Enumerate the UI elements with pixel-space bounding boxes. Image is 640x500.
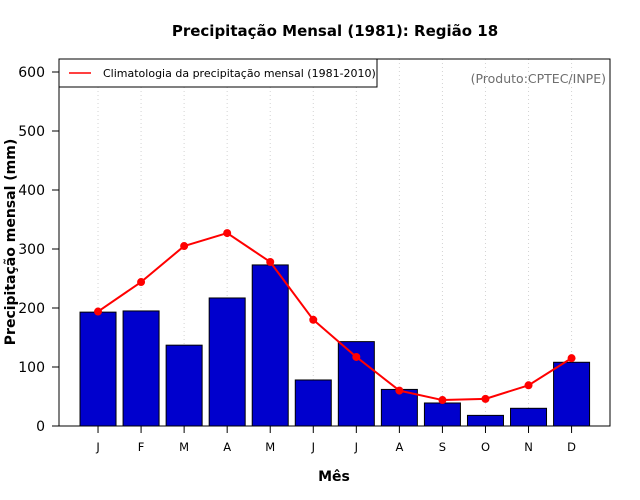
legend-label: Climatologia da precipitação mensal (198… xyxy=(103,67,376,80)
source-annotation: (Produto:CPTEC/INPE) xyxy=(471,71,606,86)
legend: Climatologia da precipitação mensal (198… xyxy=(58,58,378,88)
climatology-point xyxy=(223,229,232,238)
bar-series xyxy=(79,264,591,427)
y-tick-label: 0 xyxy=(36,419,45,435)
precip-bar xyxy=(294,379,332,427)
y-tick-label: 600 xyxy=(18,65,45,81)
x-tick-label: N xyxy=(524,440,533,454)
x-axis-label: Mês xyxy=(318,469,350,485)
climatology-point xyxy=(352,352,361,361)
precip-bar xyxy=(79,311,117,427)
x-tick-label: D xyxy=(567,440,576,454)
climatology-point xyxy=(266,257,275,266)
x-tick-label: A xyxy=(395,440,403,454)
climatology-point xyxy=(180,242,189,251)
climatology-line xyxy=(97,232,573,402)
precip-bar xyxy=(423,402,461,427)
precip-bar xyxy=(208,297,246,427)
y-tick-label: 300 xyxy=(18,242,45,258)
precip-bar xyxy=(466,414,504,427)
climatology-series xyxy=(94,229,576,405)
climatology-point xyxy=(524,381,533,390)
legend-box xyxy=(58,58,378,88)
y-tick-label: 500 xyxy=(18,124,45,140)
x-tick-label: F xyxy=(138,440,145,454)
precip-bar xyxy=(122,310,160,427)
x-tick-label: J xyxy=(354,440,358,454)
x-tick-label: M xyxy=(265,440,275,454)
precip-bar xyxy=(553,361,591,427)
precip-bar xyxy=(251,264,289,427)
climatology-point xyxy=(94,307,103,316)
x-tick-label: A xyxy=(223,440,231,454)
climatology-point xyxy=(567,354,576,363)
climatology-point xyxy=(137,278,146,287)
x-tick-label: M xyxy=(179,440,189,454)
precip-bar xyxy=(165,344,203,427)
y-tick-label: 400 xyxy=(18,183,45,199)
precip-bar xyxy=(510,407,548,427)
climatology-point xyxy=(481,394,490,403)
x-tick-label: J xyxy=(95,440,99,454)
precip-bar xyxy=(380,388,418,427)
y-axis: 0 100 200 300 400 500 600 xyxy=(18,65,59,435)
climatology-point xyxy=(309,315,318,324)
x-tick-label: J xyxy=(311,440,315,454)
y-tick-label: 100 xyxy=(18,360,45,376)
x-tick-label: S xyxy=(439,440,446,454)
climatology-point xyxy=(438,396,447,405)
climatology-point xyxy=(395,386,404,395)
y-tick-label: 200 xyxy=(18,301,45,317)
y-axis-label: Precipitação mensal (mm) xyxy=(3,139,19,345)
chart-title: Precipitação Mensal (1981): Região 18 xyxy=(172,22,498,40)
x-tick-label: O xyxy=(481,440,490,454)
